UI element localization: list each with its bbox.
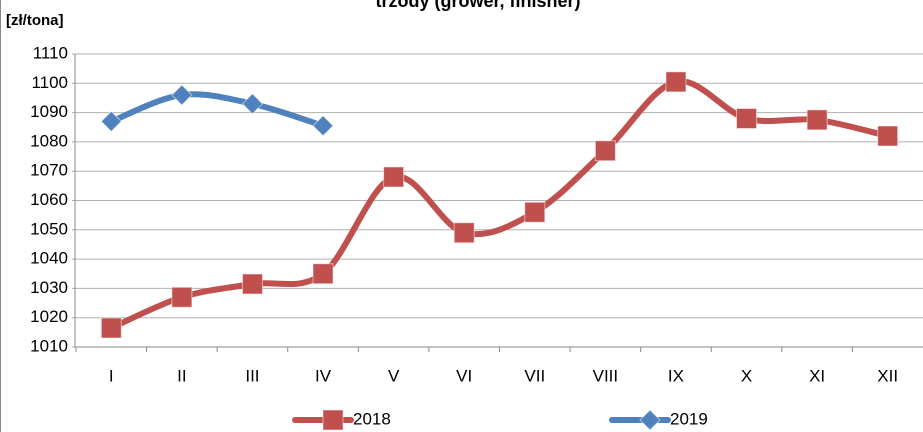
y-tick-label: 1020 [30,307,68,326]
x-tick-label: IX [668,366,684,385]
x-tick-label: VII [524,366,545,385]
x-tick-label: XII [877,366,898,385]
legend-label: 2018 [353,409,391,428]
x-tick-label: XI [809,366,825,385]
y-tick-label: 1030 [30,278,68,297]
legend-marker [639,409,661,431]
y-axis-label: [zł/tona] [6,12,64,29]
data-point [312,263,334,285]
y-tick-label: 1110 [33,43,68,62]
series-line [108,78,891,331]
data-point [877,125,899,147]
data-point [665,71,687,93]
data-point [736,107,758,129]
data-point [383,166,405,188]
series-line [108,91,327,129]
legend-marker [322,409,344,431]
x-tick-label: IV [315,366,332,385]
x-tick-label: VI [456,366,472,385]
data-point [241,93,264,115]
y-tick-label: 1070 [30,161,68,180]
y-tick-label: 1050 [30,219,68,238]
data-point [524,201,546,223]
data-point [312,115,334,137]
data-point [806,109,828,131]
y-tick-label: 1100 [31,73,68,92]
data-point [171,286,193,308]
y-tick-label: 1080 [30,131,68,150]
y-tick-label: 1010 [30,336,68,355]
y-tick-label: 1040 [30,249,68,268]
y-tick-label: 1060 [30,190,68,209]
x-tick-label: VIII [593,366,619,385]
x-tick-label: I [109,366,114,385]
data-point [241,273,263,295]
data-point [100,317,122,339]
x-tick-label: V [388,366,400,385]
data-point [171,84,193,106]
x-tick-label: X [741,366,752,385]
data-point [594,140,616,162]
chart-title: trzody (grower, finisher) [375,0,580,11]
y-tick-label: 1090 [30,102,68,121]
x-tick-label: III [245,366,259,385]
x-tick-label: II [177,366,186,385]
data-point [100,110,122,133]
data-point [453,222,475,244]
legend-label: 2019 [670,409,708,428]
